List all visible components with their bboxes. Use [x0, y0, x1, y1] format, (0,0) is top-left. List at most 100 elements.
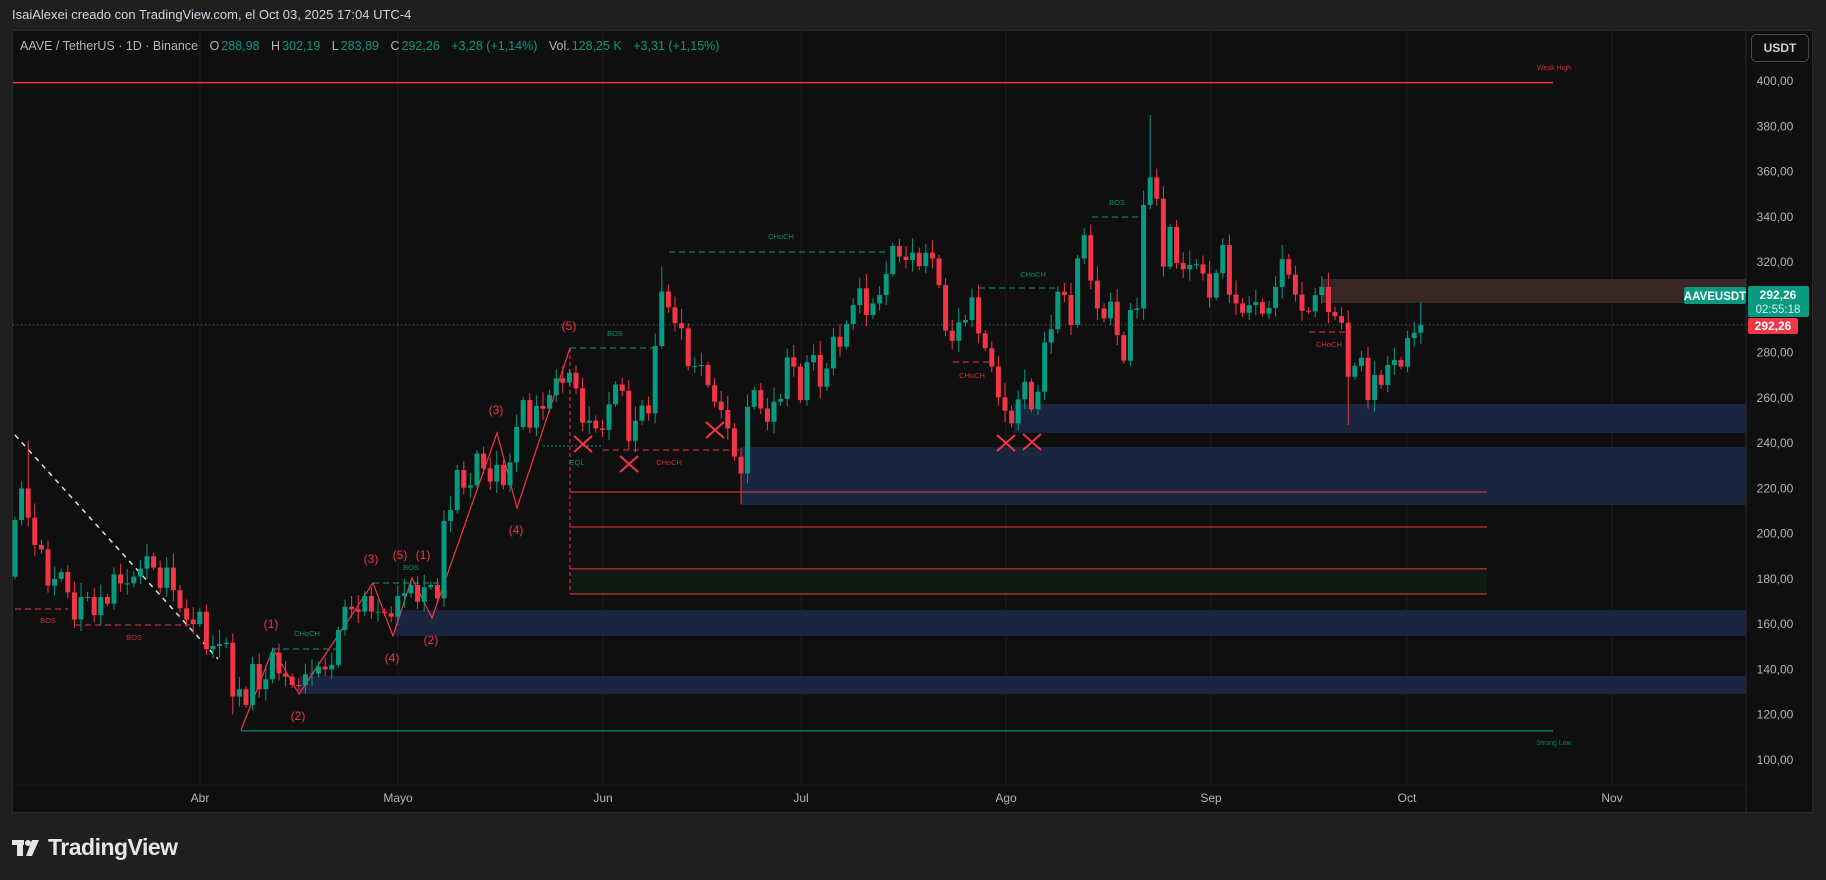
candle: [1042, 331, 1048, 401]
candle-body: [217, 644, 223, 647]
candle: [1193, 259, 1199, 270]
candle-body: [98, 596, 104, 616]
candle-body: [184, 608, 190, 620]
candle: [943, 278, 949, 337]
structure-label: EQL: [569, 458, 584, 467]
candle-body: [1220, 245, 1226, 274]
price-tick-label: 160,00: [1757, 617, 1794, 631]
candle-body: [817, 355, 823, 387]
brand-name: TradingView: [48, 834, 178, 860]
candle: [157, 560, 163, 594]
candle: [243, 685, 249, 708]
candle-body: [1418, 324, 1424, 333]
candle-body: [1246, 305, 1252, 313]
candle: [870, 298, 876, 320]
candle: [1141, 190, 1147, 320]
candle-body: [151, 556, 157, 568]
candle-body: [857, 288, 863, 306]
candle-body: [659, 291, 665, 346]
candle-body: [745, 406, 751, 474]
candle: [619, 377, 625, 397]
candle: [890, 242, 896, 277]
candle-body: [560, 378, 566, 383]
candle-body: [85, 596, 91, 598]
candle-body: [639, 405, 645, 421]
demand-zone: [1014, 403, 1746, 433]
volume-label: Vol.: [548, 39, 570, 53]
candle-body: [203, 611, 209, 650]
wave-label: (3): [489, 403, 504, 417]
candle-body: [943, 285, 949, 331]
candle: [903, 245, 909, 269]
candle-body: [1292, 274, 1298, 295]
candle-body: [705, 365, 711, 386]
candle-body: [1207, 273, 1213, 298]
wave-label: (1): [264, 617, 279, 631]
candle-body: [1075, 258, 1081, 325]
candle: [639, 400, 645, 425]
candle: [1292, 265, 1298, 302]
candle: [599, 419, 605, 438]
candle: [1055, 286, 1061, 334]
candle-body: [1002, 397, 1008, 411]
candle: [1061, 282, 1067, 303]
candle-body: [685, 328, 691, 367]
candle: [547, 389, 553, 413]
candle: [335, 626, 341, 668]
candle-body: [1319, 286, 1325, 296]
currency-button[interactable]: USDT: [1751, 34, 1809, 62]
candle: [560, 365, 566, 393]
candle: [692, 357, 698, 374]
candle: [289, 673, 295, 688]
candle-body: [144, 556, 150, 569]
candle-body: [613, 384, 619, 405]
candle: [1391, 347, 1397, 375]
candle-body: [500, 465, 506, 486]
low-label: L: [331, 39, 339, 53]
candle-body: [454, 470, 460, 511]
candle: [797, 363, 803, 403]
structure-label: BOS: [607, 329, 623, 338]
candle: [448, 495, 454, 533]
candle-body: [329, 664, 335, 670]
candle: [1160, 186, 1166, 277]
candle: [665, 284, 671, 313]
candle: [256, 653, 262, 698]
candle: [632, 406, 638, 453]
candle: [1114, 289, 1120, 346]
symbol-tag-bg: [1684, 287, 1746, 304]
time-tick-label: Oct: [1398, 791, 1417, 805]
candle-body: [672, 307, 678, 324]
candle: [230, 633, 236, 715]
candle: [566, 369, 572, 386]
candle: [1226, 234, 1232, 304]
x-stroke: [996, 434, 1016, 452]
candle-body: [910, 252, 916, 261]
candle: [1299, 282, 1305, 321]
candle-body: [1187, 264, 1193, 270]
candle: [1411, 322, 1417, 347]
candle-body: [1385, 365, 1391, 385]
structure-label: CHoCH: [1020, 270, 1046, 279]
symbol-title[interactable]: AAVE / TetherUS · 1D · Binance: [20, 39, 199, 53]
candle-body: [296, 684, 302, 686]
candle: [784, 348, 790, 407]
candle-body: [45, 549, 51, 586]
candle: [586, 406, 592, 435]
candle-body: [1108, 301, 1114, 319]
candle: [494, 450, 500, 493]
candle-body: [936, 258, 942, 286]
candle-body: [71, 592, 77, 620]
candle: [461, 461, 467, 495]
candle: [883, 261, 889, 306]
candle-body: [1405, 338, 1411, 367]
candle: [758, 383, 764, 415]
candle-body: [1127, 310, 1133, 361]
candle: [1035, 384, 1041, 415]
close-label: C: [390, 39, 400, 53]
candle: [250, 656, 256, 711]
candle-body: [989, 348, 995, 367]
tradingview-logo[interactable]: TradingView: [12, 834, 178, 861]
candle: [1154, 168, 1160, 206]
